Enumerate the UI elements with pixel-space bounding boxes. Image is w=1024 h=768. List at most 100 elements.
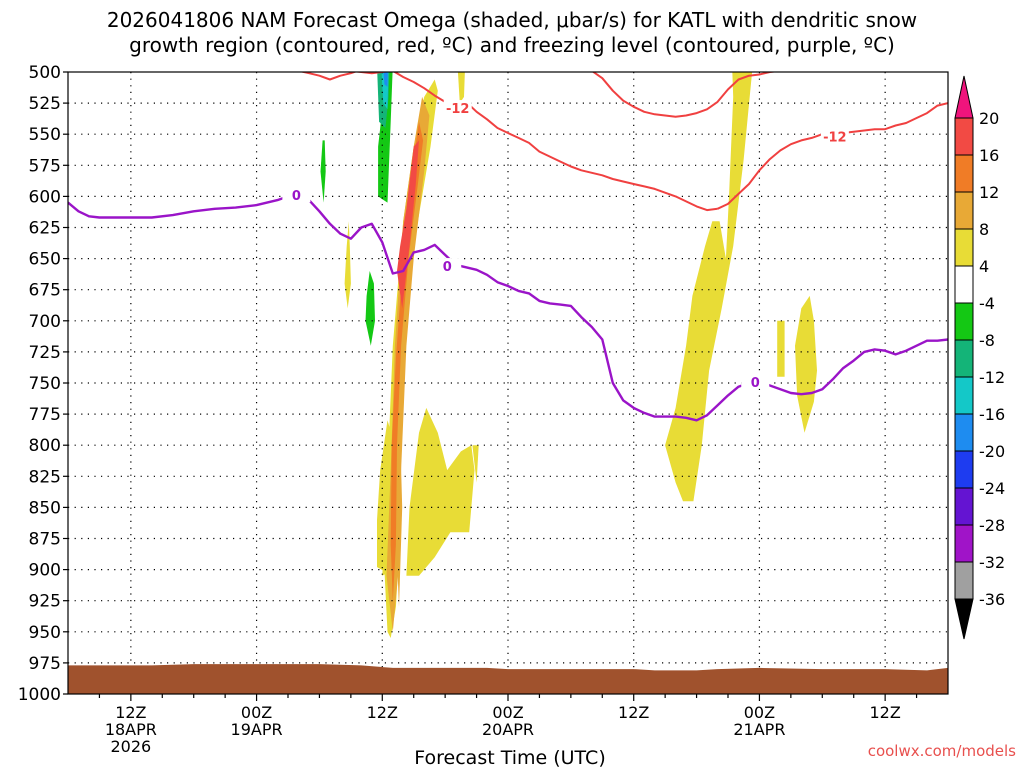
terrain-fill: [68, 664, 948, 694]
omega-region-5: [457, 72, 465, 104]
freezing-level-label-2-bg: [741, 373, 770, 389]
y-tick-label-12: 800: [29, 436, 61, 456]
colorbar-seg-13: [954, 561, 974, 600]
x-tick-label-3-0: 00Z: [492, 703, 523, 722]
omega-region-4: [344, 221, 351, 309]
y-tick-label-2: 550: [29, 125, 61, 145]
freezing-level-line: [68, 193, 948, 422]
y-tick-label-5: 625: [29, 219, 61, 239]
colorbar-label-2: 12: [979, 183, 999, 202]
y-tick-label-14: 850: [29, 498, 61, 518]
x-tick-label-0-2: 2026: [110, 737, 151, 756]
chart-title-line2: growth region (contoured, red, ºC) and f…: [129, 33, 895, 57]
y-tick-label-7: 675: [29, 281, 61, 301]
credit-text: coolwx.com/models: [868, 742, 1016, 760]
colorbar-seg-5: [954, 265, 974, 304]
colorbar-label-13: -36: [979, 590, 1005, 609]
y-tick-label-3: 575: [29, 156, 61, 176]
colorbar-seg-1: [954, 117, 974, 156]
colorbar-label-8: -16: [979, 405, 1005, 424]
y-tick-label-20: 1000: [18, 685, 61, 705]
colorbar-seg-11: [954, 487, 974, 526]
dgz-label-0-bg: [443, 100, 472, 116]
x-tick-label-0-0: 12Z: [115, 703, 146, 722]
colorbar-seg-10: [954, 450, 974, 489]
omega-region-6: [472, 445, 479, 483]
y-tick-label-10: 750: [29, 374, 61, 394]
omega-shading: [320, 72, 817, 638]
colorbar-label-7: -12: [979, 368, 1005, 387]
x-tick-label-3-1: 20APR: [482, 720, 534, 739]
omega-region-9: [795, 295, 817, 433]
x-tick-label-5-1: 21APR: [733, 720, 785, 739]
y-tick-label-11: 775: [29, 405, 61, 425]
colorbar-seg-12: [954, 524, 974, 563]
omega-region-7: [665, 72, 753, 502]
dgz-contour-2: [717, 102, 948, 210]
x-tick-label-0-1: 18APR: [105, 720, 157, 739]
colorbar-label-5: -4: [979, 294, 995, 313]
colorbar-label-12: -32: [979, 553, 1005, 572]
colorbar-seg-7: [954, 339, 974, 378]
x-tick-label-2-0: 12Z: [367, 703, 398, 722]
colorbar-label-9: -20: [979, 442, 1005, 461]
omega-region-18: [365, 271, 375, 346]
y-tick-label-4: 600: [29, 187, 61, 207]
colorbar-label-6: -8: [979, 331, 995, 350]
y-tick-label-18: 950: [29, 623, 61, 643]
y-axis: 500 525 550 575 600 625 650 675 700 725 750 775 800 8…: [18, 63, 68, 705]
colorbar-seg-2: [954, 154, 974, 193]
omega-region-13: [397, 140, 419, 309]
surface-terrain: [68, 664, 948, 694]
colorbar-label-11: -28: [979, 516, 1005, 535]
freezing-level-label-1-bg: [433, 258, 462, 274]
freezing-level-label-0: 0: [292, 189, 301, 204]
colorbar-label-4: 4: [979, 257, 989, 276]
y-tick-label-19: 975: [29, 654, 61, 674]
colorbar-seg-4: [954, 228, 974, 267]
colorbar-label-10: -24: [979, 479, 1005, 498]
freezing-level-label-0-bg: [282, 187, 311, 203]
grid-lines: [68, 72, 948, 694]
dgz-contour-3: [591, 72, 779, 118]
y-tick-label-8: 700: [29, 312, 61, 332]
colorbar-top-arrow: [954, 75, 974, 119]
colorbar: 20 16 12 8 4 -4 -8 -12 -16 -20 -24 -28 -32 -36: [954, 75, 1005, 640]
x-tick-label-4-0: 12Z: [618, 703, 649, 722]
x-tick-label-6-0: 12Z: [869, 703, 900, 722]
omega-region-8: [777, 320, 785, 377]
y-tick-label-15: 875: [29, 530, 61, 550]
dgz-contour-1: [352, 72, 718, 212]
x-axis-label: Forecast Time (UTC): [414, 747, 605, 768]
colorbar-seg-8: [954, 376, 974, 415]
colorbar-label-0: 20: [979, 109, 999, 128]
omega-region-12: [390, 121, 424, 601]
colorbar-seg-3: [954, 191, 974, 230]
dgz-label-0: -12: [446, 102, 470, 117]
freezing-level-label-1: 0: [443, 260, 452, 275]
y-tick-label-16: 900: [29, 561, 61, 581]
omega-region-14: [377, 72, 393, 203]
y-tick-label-9: 725: [29, 343, 61, 363]
y-tick-label-6: 650: [29, 250, 61, 270]
colorbar-bottom-arrow: [954, 598, 974, 640]
dgz-contour-0: [299, 72, 358, 81]
y-tick-label-17: 925: [29, 592, 61, 612]
omega-region-17: [383, 72, 388, 87]
freezing-level-label-2: 0: [751, 376, 760, 391]
colorbar-label-1: 16: [979, 146, 999, 165]
y-tick-label-0: 500: [29, 63, 61, 83]
chart-title-line1: 2026041806 NAM Forecast Omega (shaded, μ…: [107, 8, 917, 32]
omega-region-11: [394, 432, 403, 607]
x-tick-label-1-0: 00Z: [241, 703, 272, 722]
x-tick-label-5-0: 00Z: [744, 703, 775, 722]
omega-region-19: [320, 140, 326, 203]
colorbar-label-3: 8: [979, 220, 989, 239]
contour-labels: 0 0 0 -12 -12: [282, 100, 849, 391]
colorbar-seg-6: [954, 302, 974, 341]
dgz-label-1: -12: [823, 131, 847, 146]
y-tick-label-1: 525: [29, 94, 61, 114]
y-tick-label-13: 825: [29, 467, 61, 487]
